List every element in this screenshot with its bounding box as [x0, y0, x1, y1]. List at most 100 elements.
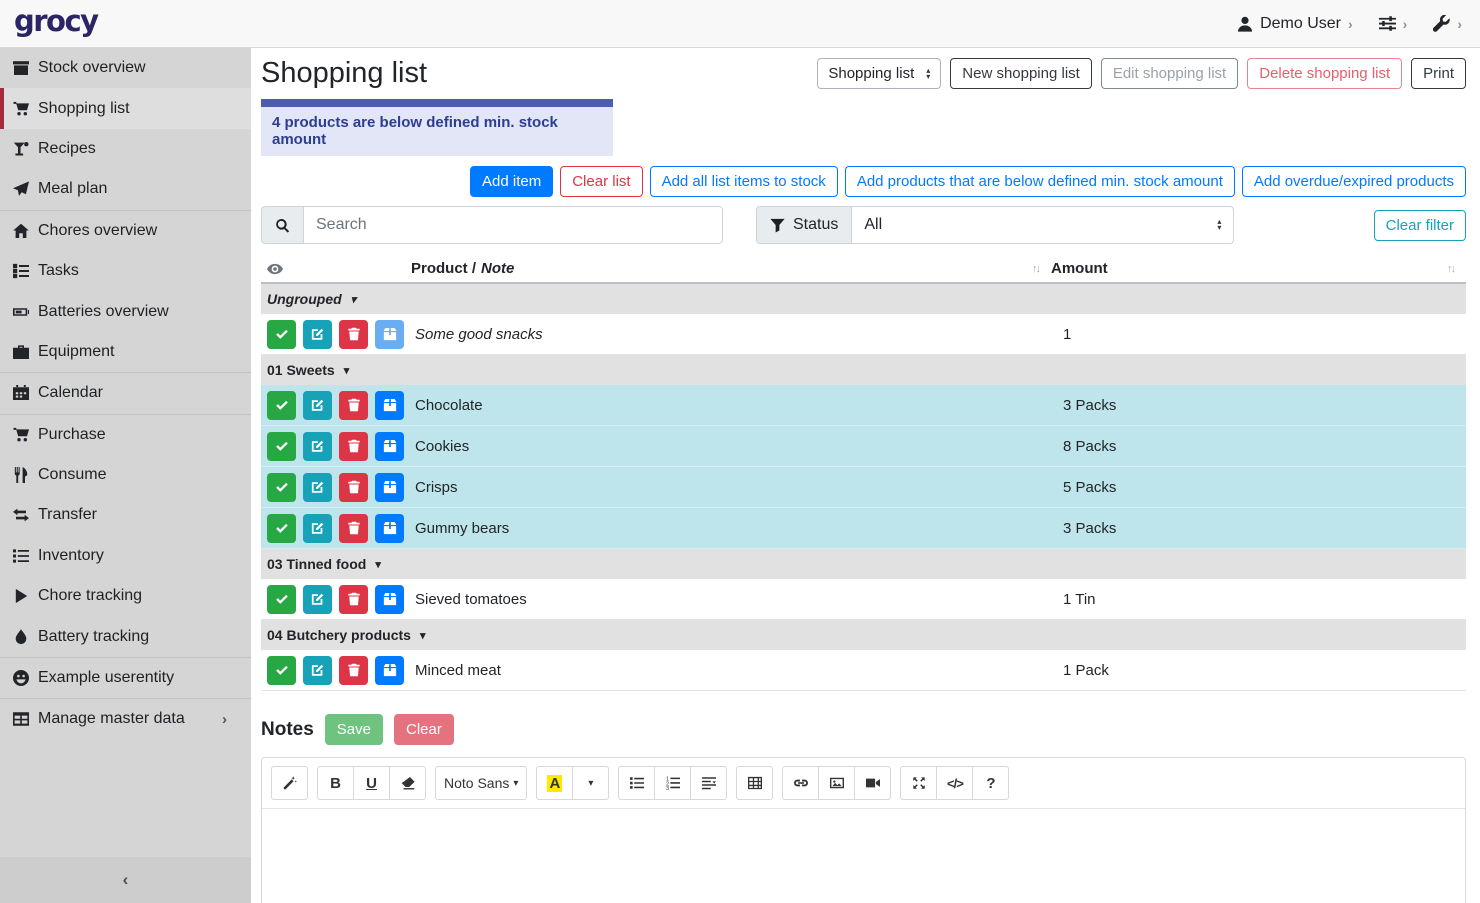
sidebar-item-batteries-overview[interactable]: Batteries overview [0, 291, 251, 331]
collapse-sidebar-button[interactable]: ‹ [0, 857, 251, 903]
edit-item-button[interactable] [303, 431, 332, 461]
picture-button[interactable] [818, 766, 856, 800]
add-all-items-to-stock-button[interactable]: Add all list items to stock [649, 166, 838, 197]
underline-button[interactable]: U [353, 766, 390, 800]
edit-item-button[interactable] [303, 655, 332, 685]
remove-format-button[interactable] [389, 766, 426, 800]
delete-item-button[interactable] [339, 472, 368, 502]
edit-shopping-list-button[interactable]: Edit shopping list [1100, 58, 1239, 89]
add-to-stock-button[interactable] [375, 319, 404, 349]
status-select[interactable]: All ▴ ▾ [851, 206, 1235, 244]
delete-item-button[interactable] [339, 584, 368, 614]
mark-done-button[interactable] [267, 655, 296, 685]
help-button[interactable]: ? [972, 766, 1010, 800]
sidebar-item-stock-overview[interactable]: Stock overview [0, 48, 251, 88]
product-group-header[interactable]: 03 Tinned food ▾ [261, 549, 1466, 579]
search-input[interactable] [303, 206, 723, 244]
delete-item-button[interactable] [339, 390, 368, 420]
sidebar-item-purchase[interactable]: Purchase [0, 415, 251, 455]
magic-wand-icon [283, 776, 297, 790]
font-family-button[interactable]: Noto Sans ▾ [435, 766, 528, 800]
mark-done-button[interactable] [267, 584, 296, 614]
edit-item-button[interactable] [303, 319, 332, 349]
edit-item-button[interactable] [303, 513, 332, 543]
mark-done-button[interactable] [267, 513, 296, 543]
fullscreen-button[interactable] [900, 766, 938, 800]
sidebar-item-manage-master-data[interactable]: Manage master data › [0, 699, 251, 739]
delete-shopping-list-button[interactable]: Delete shopping list [1247, 58, 1403, 89]
settings-menu[interactable]: › [1378, 15, 1407, 32]
sidebar-item-recipes[interactable]: Recipes [0, 129, 251, 169]
color-picker-caret-button[interactable]: ▾ [572, 766, 610, 800]
delete-item-button[interactable] [339, 655, 368, 685]
sidebar-item-battery-tracking[interactable]: Battery tracking [0, 616, 251, 656]
chevron-right-icon: › [1457, 15, 1462, 32]
add-to-stock-button[interactable] [375, 513, 404, 543]
sidebar: Stock overview Shopping list Recipes Mea… [0, 48, 251, 903]
sidebar-item-meal-plan[interactable]: Meal plan [0, 169, 251, 209]
eye-icon[interactable] [261, 261, 411, 277]
clear-list-button[interactable]: Clear list [560, 166, 643, 197]
delete-item-button[interactable] [339, 513, 368, 543]
add-item-button[interactable]: Add item [470, 166, 554, 197]
product-name: Cookies [415, 437, 470, 455]
add-to-stock-button[interactable] [375, 655, 404, 685]
save-notes-button[interactable]: Save [324, 714, 383, 745]
sort-product-icon[interactable]: ↑↓ [1032, 262, 1041, 275]
edit-item-button[interactable] [303, 390, 332, 420]
sidebar-item-inventory[interactable]: Inventory [0, 536, 251, 576]
sidebar-item-shopping-list[interactable]: Shopping list [0, 88, 251, 129]
mark-done-button[interactable] [267, 472, 296, 502]
sidebar-item-transfer[interactable]: Transfer [0, 495, 251, 535]
unordered-list-button[interactable] [618, 766, 656, 800]
edit-item-button[interactable] [303, 472, 332, 502]
sidebar-item-example-userentity[interactable]: Example userentity [0, 658, 251, 698]
mark-done-button[interactable] [267, 390, 296, 420]
print-button[interactable]: Print [1411, 58, 1466, 89]
sidebar-item-consume[interactable]: Consume [0, 455, 251, 495]
add-to-stock-button[interactable] [375, 584, 404, 614]
sidebar-item-calendar[interactable]: Calendar [0, 373, 251, 413]
delete-item-button[interactable] [339, 319, 368, 349]
add-to-stock-button[interactable] [375, 472, 404, 502]
mark-done-button[interactable] [267, 431, 296, 461]
product-group-header[interactable]: 04 Butchery products ▾ [261, 620, 1466, 650]
user-menu[interactable]: Demo User › [1237, 15, 1353, 33]
clear-notes-button[interactable]: Clear [394, 714, 454, 745]
eraser-icon [401, 776, 415, 790]
shopping-list-select[interactable]: Shopping list ▴ ▾ [817, 58, 942, 89]
table-button[interactable] [736, 766, 774, 800]
chevron-left-icon: ‹ [122, 870, 129, 889]
delete-item-button[interactable] [339, 431, 368, 461]
video-button[interactable] [854, 766, 892, 800]
mark-done-button[interactable] [267, 319, 296, 349]
link-icon [793, 776, 808, 790]
notes-editable-area[interactable] [262, 809, 1465, 903]
product-group-header[interactable]: 01 Sweets ▾ [261, 355, 1466, 385]
code-view-button[interactable]: </> [936, 766, 974, 800]
new-shopping-list-button[interactable]: New shopping list [950, 58, 1092, 89]
clear-filter-button[interactable]: Clear filter [1373, 209, 1466, 241]
link-button[interactable] [782, 766, 820, 800]
product-name: Sieved tomatoes [415, 590, 527, 608]
sidebar-item-equipment[interactable]: Equipment [0, 332, 251, 372]
sidebar-item-tasks[interactable]: Tasks [0, 251, 251, 291]
product-group-header[interactable]: Ungrouped ▾ [261, 284, 1466, 314]
toolbar-group [782, 766, 892, 800]
sidebar-item-chores-overview[interactable]: Chores overview [0, 211, 251, 251]
paragraph-button[interactable] [690, 766, 728, 800]
select-arrows-icon: ▴ ▾ [1217, 217, 1222, 232]
sort-amount-icon[interactable]: ↑↓ [1447, 262, 1456, 275]
bold-button[interactable]: B [317, 766, 354, 800]
add-to-stock-button[interactable] [375, 390, 404, 420]
admin-menu[interactable]: › [1433, 15, 1462, 32]
add-to-stock-button[interactable] [375, 431, 404, 461]
add-below-min-stock-button[interactable]: Add products that are below defined min.… [844, 166, 1235, 197]
style-button[interactable] [271, 766, 308, 800]
text-color-button[interactable]: A [536, 766, 574, 800]
sidebar-item-chore-tracking[interactable]: Chore tracking [0, 576, 251, 616]
edit-item-button[interactable] [303, 584, 332, 614]
add-overdue-expired-button[interactable]: Add overdue/expired products [1241, 166, 1466, 197]
sidebar-item-label: Chores overview [38, 221, 158, 239]
